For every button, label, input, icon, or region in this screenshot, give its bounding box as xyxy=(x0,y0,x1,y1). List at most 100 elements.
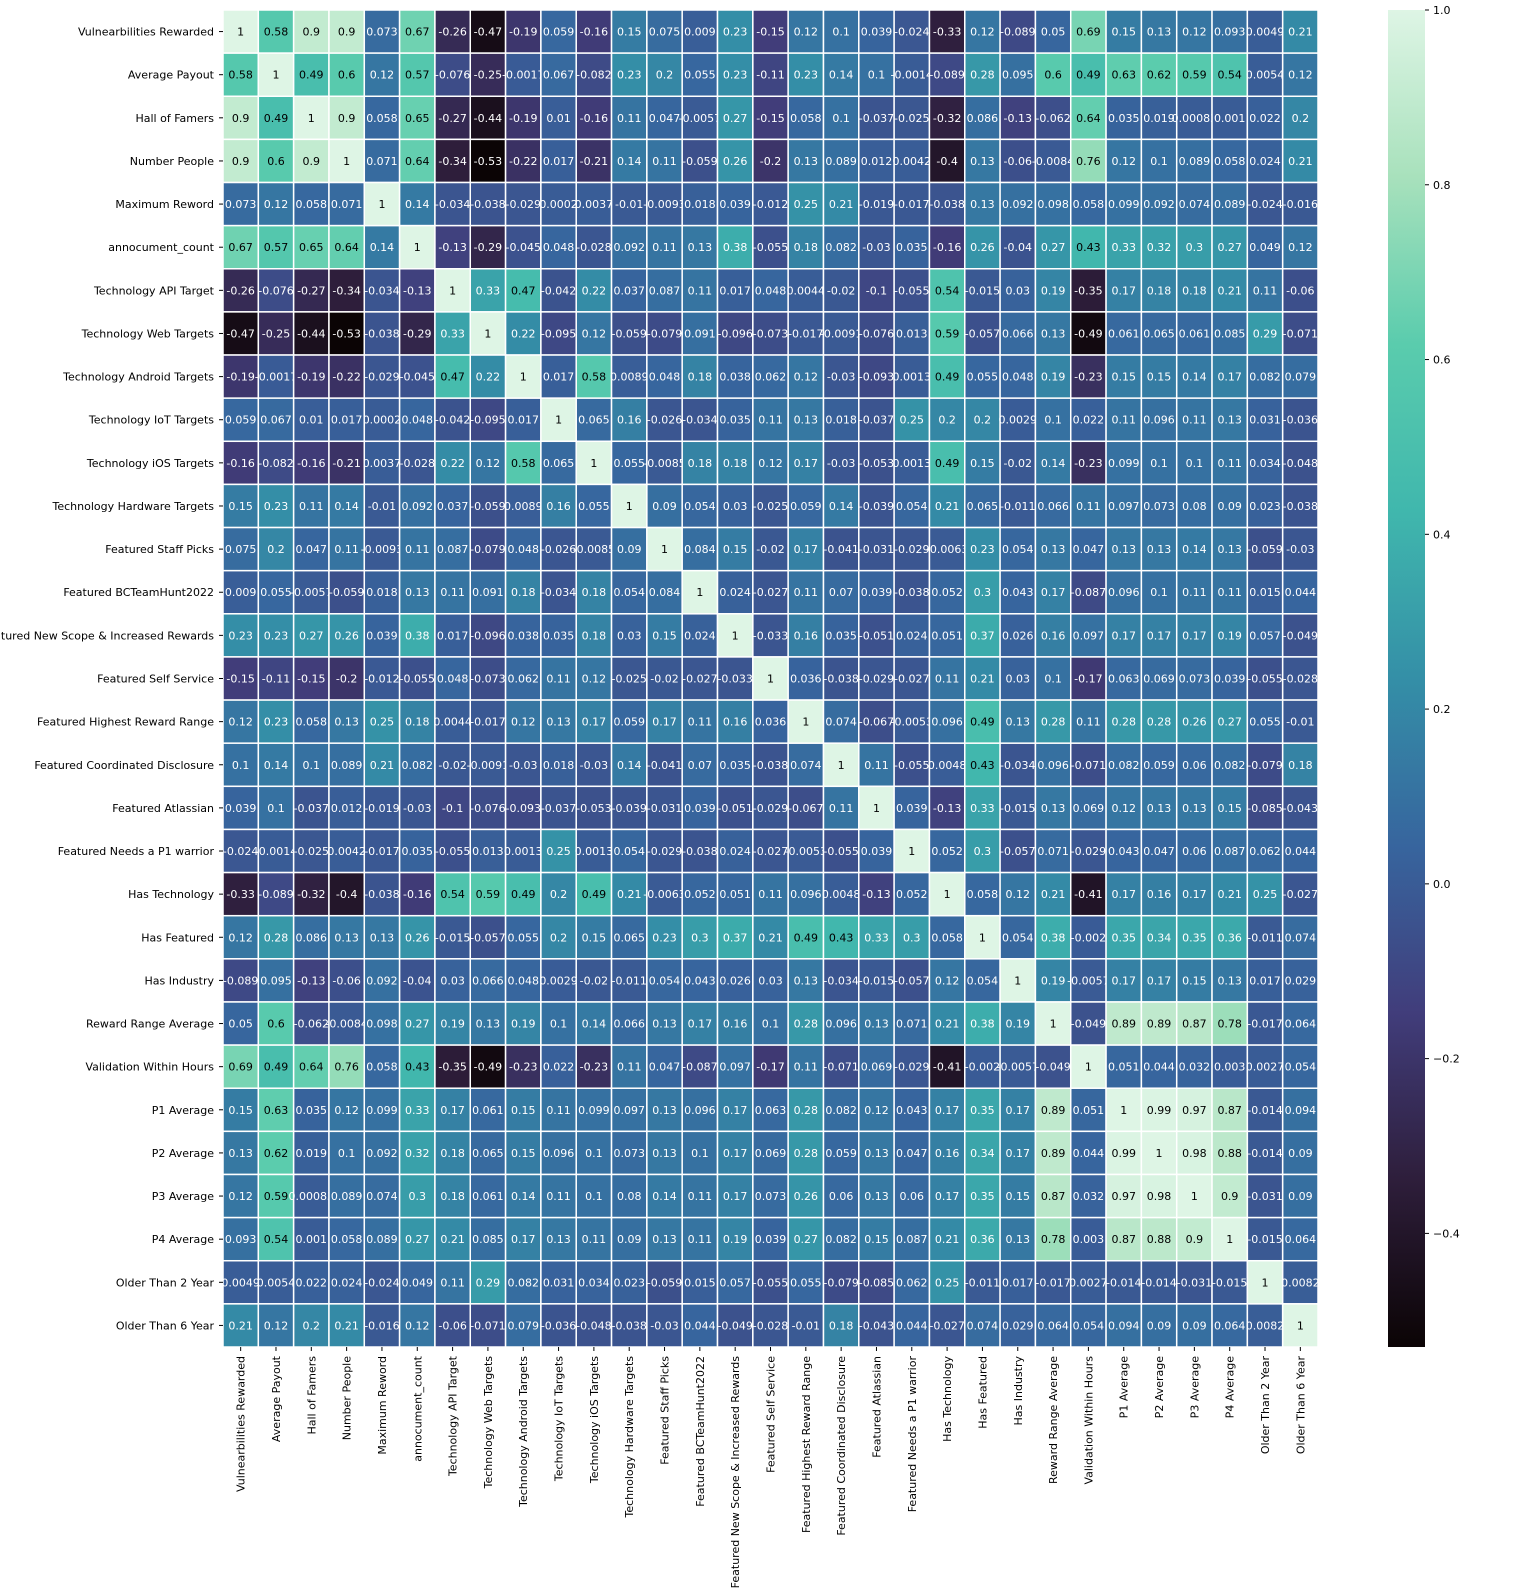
cell-value-label: 0.038 xyxy=(507,629,539,642)
cell-value-label: 0.038 xyxy=(719,371,751,384)
x-tick-label: Featured Self Service xyxy=(765,1356,778,1473)
cell-value-label: -0.025 xyxy=(294,845,329,858)
cell-value-label: -0.051 xyxy=(859,629,894,642)
cell-value-label: -0.024 xyxy=(894,26,929,39)
cell-value-label: 0.043 xyxy=(896,1104,928,1117)
cell-value-label: 0.22 xyxy=(511,327,536,340)
cell-value-label: -0.06 xyxy=(332,974,360,987)
cell-value-label: 0.18 xyxy=(829,1319,854,1332)
cell-value-label: 0.13 xyxy=(1111,543,1136,556)
cell-value-label: 0.11 xyxy=(617,1061,642,1074)
cell-value-label: 0.054 xyxy=(684,500,716,513)
cell-value-label: 0.6 xyxy=(338,69,356,82)
cell-value-label: 0.13 xyxy=(370,931,395,944)
cell-value-label: 0.052 xyxy=(931,586,963,599)
heatmap-cell xyxy=(893,483,931,529)
cell-value-label: 0.18 xyxy=(582,629,607,642)
heatmap-cell xyxy=(540,1044,577,1089)
heatmap-cell xyxy=(752,699,789,744)
cell-value-label: 0.023 xyxy=(1249,500,1281,513)
heatmap-cell xyxy=(292,397,330,443)
colorbar-tick-label: −0.2 xyxy=(1433,1053,1460,1066)
cell-value-label: -0.0053 xyxy=(891,716,933,729)
cell-value-label: -0.039 xyxy=(611,802,646,815)
heatmap-cell xyxy=(1281,138,1319,184)
cell-value-label: -0.082 xyxy=(576,69,611,82)
heatmap-cell xyxy=(610,9,648,54)
cell-value-label: 0.064 xyxy=(1285,1018,1317,1031)
cell-value-label: -0.079 xyxy=(1247,759,1282,772)
heatmap-cell xyxy=(964,138,1001,184)
heatmap-cell xyxy=(646,1044,683,1089)
cell-value-label: 0.09 xyxy=(1147,1319,1172,1332)
cell-value-label: -0.16 xyxy=(403,888,431,901)
heatmap-cell xyxy=(1140,483,1178,529)
cell-value-label: 0.086 xyxy=(967,112,999,125)
cell-value-label: 0.59 xyxy=(264,1190,289,1203)
cell-value-label: -0.027 xyxy=(682,673,717,686)
cell-value-label: 1 xyxy=(1014,974,1021,987)
cell-value-label: -0.47 xyxy=(474,26,502,39)
heatmap-cell xyxy=(1034,268,1072,313)
cell-value-label: 0.11 xyxy=(334,543,359,556)
cell-value-label: 0.13 xyxy=(1217,414,1242,427)
heatmap-cell xyxy=(469,569,507,615)
heatmap-cell xyxy=(363,958,401,1003)
heatmap-cell xyxy=(1246,828,1284,874)
cell-value-label: -0.067 xyxy=(788,802,823,815)
heatmap-cell xyxy=(858,9,895,54)
cell-value-label: 0.19 xyxy=(1217,629,1242,642)
cell-value-label: -0.076 xyxy=(859,327,894,340)
heatmap-cell xyxy=(1069,656,1107,701)
cell-value-label: 0.0002 xyxy=(363,414,402,427)
colorbar-tick-label: 0.6 xyxy=(1433,354,1451,367)
cell-value-label: 0.18 xyxy=(794,241,819,254)
cell-value-label: 0.99 xyxy=(1111,1147,1136,1160)
heatmap-cell xyxy=(858,958,895,1003)
cell-value-label: -0.16 xyxy=(580,112,608,125)
cell-value-label: 0.28 xyxy=(794,1104,819,1117)
cell-value-label: 0.044 xyxy=(1285,586,1317,599)
cell-value-label: 0.075 xyxy=(225,543,257,556)
heatmap-cell xyxy=(257,742,295,788)
cell-value-label: 0.43 xyxy=(829,931,854,944)
cell-value-label: 1 xyxy=(343,155,350,168)
cell-value-label: 0.14 xyxy=(1041,457,1066,470)
cell-value-label: 0.032 xyxy=(1179,1061,1211,1074)
cell-value-label: -0.043 xyxy=(859,1319,894,1332)
cell-value-label: 0.36 xyxy=(1217,931,1242,944)
heatmap-cell xyxy=(469,483,507,529)
cell-value-label: -0.055 xyxy=(753,241,788,254)
cell-value-label: -0.017 xyxy=(1247,1018,1282,1031)
cell-value-label: -0.037 xyxy=(294,802,329,815)
cell-value-label: -0.034 xyxy=(1000,759,1035,772)
heatmap-cell xyxy=(752,1044,789,1089)
cell-value-label: 0.21 xyxy=(935,1018,960,1031)
cell-value-label: 0.071 xyxy=(331,198,363,211)
cell-value-label: 0.12 xyxy=(228,716,253,729)
x-tick-label: Technology iOS Targets xyxy=(588,1356,601,1484)
heatmap-cell xyxy=(504,526,542,572)
cell-value-label: 0.063 xyxy=(1108,673,1140,686)
y-tick-label: Technology Hardware Targets xyxy=(52,500,215,513)
cell-value-label: 0.11 xyxy=(299,500,324,513)
heatmap-cell xyxy=(1175,52,1213,98)
cell-value-label: 0.19 xyxy=(1006,1018,1031,1031)
cell-value-label: 0.11 xyxy=(652,155,677,168)
cell-value-label: 0.098 xyxy=(1037,198,1069,211)
heatmap-cell xyxy=(575,613,613,658)
cell-value-label: 0.3 xyxy=(1186,241,1204,254)
cell-value-label: 0.99 xyxy=(1147,1104,1172,1117)
heatmap-cell xyxy=(893,742,931,788)
cell-value-label: 0.27 xyxy=(299,629,324,642)
cell-value-label: 0.57 xyxy=(405,69,430,82)
heatmap-cell xyxy=(1246,613,1284,658)
heatmap-cell xyxy=(1105,785,1143,831)
heatmap-cell xyxy=(893,95,931,141)
heatmap-cell xyxy=(363,613,401,658)
cell-value-label: 0.17 xyxy=(652,716,677,729)
cell-value-label: -0.059 xyxy=(682,155,717,168)
cell-value-label: -0.017 xyxy=(894,198,929,211)
cell-value-label: 0.17 xyxy=(1147,629,1172,642)
